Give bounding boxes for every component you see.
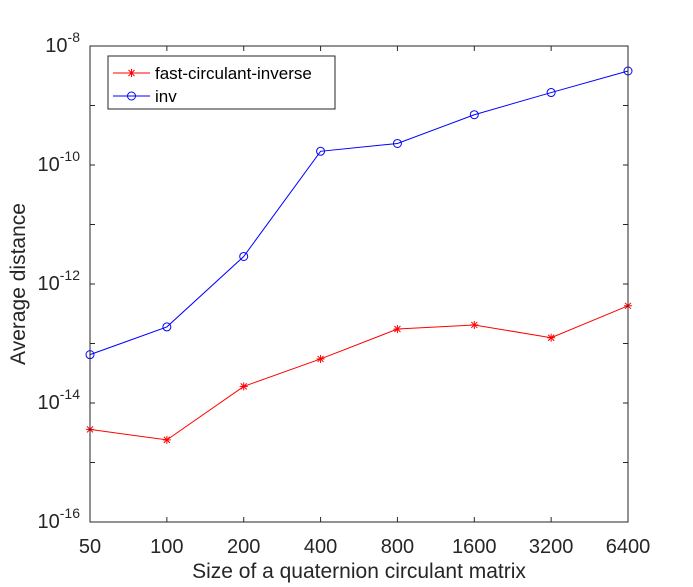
x-tick-label: 400 [304,536,337,558]
legend-box [107,55,336,110]
asterisk-marker-icon [127,69,136,77]
y-axis-title: Average distance [7,203,30,365]
legend: fast-circulant-inverse inv [107,55,336,110]
data-point-fast-circulant-inverse [316,354,325,363]
series-line-inv [89,70,629,356]
legend-entry-fast-circulant-inverse: fast-circulant-inverse [113,64,312,83]
series-layer [85,66,633,444]
y-tick-label: 10-10 [38,148,81,176]
data-point-fast-circulant-inverse [239,382,248,391]
series-fast-circulant-inverse [86,301,632,444]
y-tick-label: 10-16 [38,505,81,533]
data-point-inv [392,138,402,148]
y-tick-label: 10-12 [38,267,81,295]
legend-entry-inv: inv [113,87,177,106]
x-tick-label: 100 [150,536,183,558]
series-inv [85,66,633,360]
x-tick-labels: 50 100 200 400 800 1600 3200 6400 [79,536,650,558]
x-tick-label: 800 [381,536,414,558]
x-tick-label: 6400 [606,536,651,558]
data-point-inv [546,88,556,98]
data-point-fast-circulant-inverse [547,333,556,342]
data-point-inv [316,146,326,156]
data-point-fast-circulant-inverse [162,435,171,444]
data-point-fast-circulant-inverse [393,325,402,334]
x-tick-label: 3200 [529,536,574,558]
x-tick-label: 50 [79,536,101,558]
legend-label-fast-circulant-inverse: fast-circulant-inverse [155,64,312,83]
data-point-fast-circulant-inverse [470,320,479,329]
y-tick-label: 10-14 [38,386,81,414]
x-tick-label: 200 [227,536,260,558]
series-line-fast-circulant-inverse [89,305,629,441]
y-tick-label: 10-8 [45,29,80,57]
x-axis-title: Size of a quaternion circulant matrix [192,560,526,583]
data-point-inv [469,110,479,120]
plot-frame [89,45,629,523]
data-point-inv [239,251,249,261]
data-point-inv [162,322,172,332]
x-tick-label: 1600 [452,536,497,558]
y-tick-labels: 10-16 10-14 10-12 10-10 10-8 [38,29,81,533]
circle-marker-icon [127,91,136,101]
legend-label-inv: inv [155,87,177,106]
plot-area [90,46,628,522]
